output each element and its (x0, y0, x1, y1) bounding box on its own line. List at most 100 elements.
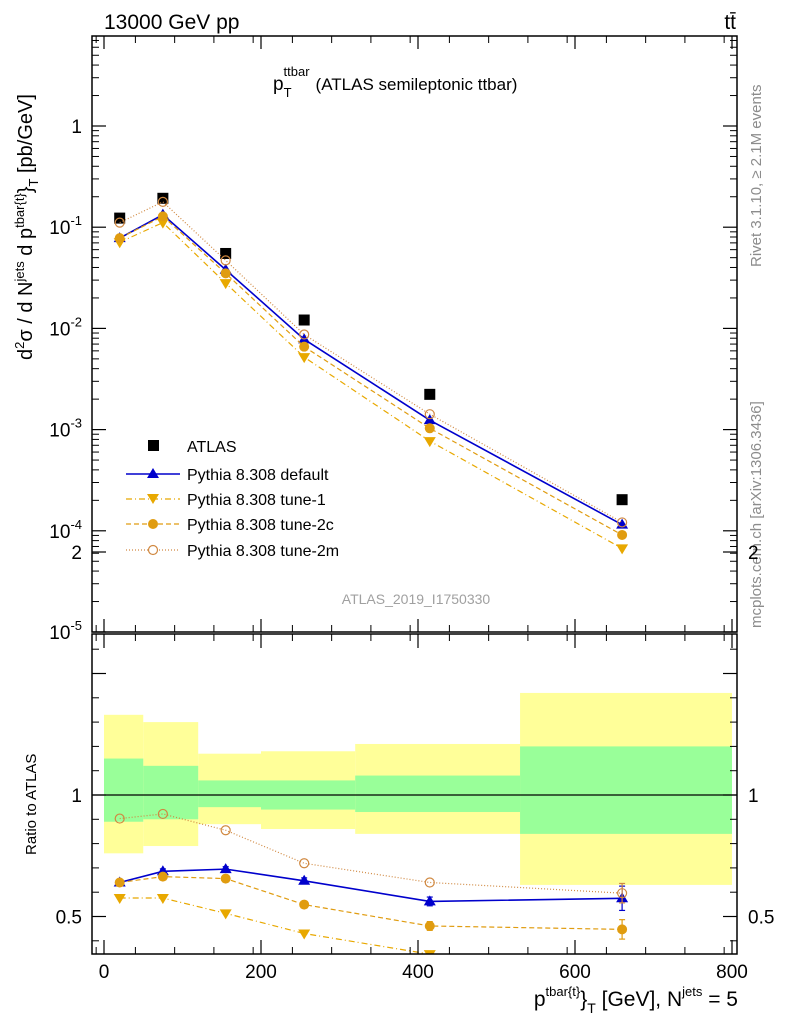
data-point (220, 268, 231, 279)
y-tick-label: 10-2 (49, 314, 82, 340)
title-sub: T (284, 85, 292, 100)
stat-uncertainty-band (198, 780, 261, 808)
ratio-point (156, 894, 169, 905)
data-point (616, 517, 628, 528)
legend-label: Pythia 8.308 tune-2c (187, 517, 334, 534)
ratio-y-tick-label-right: 2 (748, 543, 759, 564)
process-label: tt̄ (724, 11, 736, 34)
data-point (424, 423, 435, 434)
data-point (157, 192, 169, 204)
ratio-y-tick-label: 2 (71, 543, 82, 564)
ratio-point (299, 858, 310, 869)
series-pythia-8-308-tune-2c (114, 211, 628, 540)
ratio-point (219, 909, 232, 920)
y-tick-label: 1 (71, 117, 82, 138)
plot-title: pTttbar (ATLAS semileptonic ttbar) (273, 64, 517, 100)
ratio-point (298, 874, 311, 885)
data-point (616, 544, 629, 555)
ratio-point (114, 813, 125, 824)
legend-marker-open-circle (147, 544, 159, 556)
title-sup: ttbar (284, 64, 311, 79)
x-tick-label: 800 (716, 962, 748, 983)
legend-entry-atlas: ATLAS (148, 439, 237, 456)
legend-entry-default: Pythia 8.308 default (126, 467, 329, 484)
x-tick-label: 0 (99, 962, 110, 983)
data-point (423, 437, 436, 448)
data-point (298, 333, 311, 344)
series-line (119, 201, 623, 523)
ratio-point (616, 953, 629, 954)
data-point (157, 196, 168, 207)
ratio-point (298, 929, 311, 940)
legend-marker-circle (148, 519, 158, 529)
ratio-y-tick-label: 1 (71, 786, 82, 807)
ratio-point (157, 808, 168, 820)
legend-entry-tune-1: Pythia 8.308 tune-1 (126, 492, 326, 509)
x-tick-label: 600 (559, 962, 591, 983)
data-point (424, 388, 436, 400)
main-frame (91, 35, 738, 633)
ratio-series-pythia-8-308-tune-2m (114, 808, 628, 904)
legend: ATLAS Pythia 8.308 default Pythia 8.308 … (126, 439, 339, 560)
ratio-frame (91, 633, 738, 955)
data-point (114, 233, 125, 244)
data-point (219, 279, 232, 290)
ratio-line (119, 897, 453, 954)
ratio-y-tick-label: 0.5 (56, 908, 82, 929)
series-line (119, 221, 623, 549)
ratio-y-tick-label-right: 0.5 (748, 908, 774, 929)
ratio-series-pythia-8-308-tune-1 (113, 894, 629, 954)
energy-label: 13000 GeV pp (104, 11, 239, 34)
stat-uncertainty-band (104, 758, 144, 822)
y-tick-label: 10-5 (49, 618, 82, 644)
ratio-point (220, 825, 231, 836)
ratio-line (119, 868, 623, 903)
series-line (119, 215, 623, 536)
data-point (617, 529, 628, 540)
data-point (157, 211, 168, 222)
main-panel: 10-5 10-4 10-3 10-2 10-1 1 pTttbar (ATLAS semi… (12, 35, 738, 644)
ratio-point (157, 871, 168, 882)
ratio-point (299, 899, 310, 910)
uncertainty-bands (104, 692, 732, 885)
title-main: p (273, 74, 284, 95)
ratio-point (423, 950, 436, 954)
data-point (616, 494, 628, 506)
legend-marker-triangle-up (147, 468, 159, 478)
legend-label: ATLAS (187, 439, 237, 456)
mcplots-label: mcplots.cern.ch [arXiv:1306.3436] (748, 401, 765, 628)
x-tick-label: 400 (402, 962, 434, 983)
stat-uncertainty-band (355, 775, 521, 813)
data-point (299, 329, 310, 340)
data-point (220, 247, 232, 259)
y-tick-label: 10-1 (49, 213, 82, 239)
ratio-point (424, 877, 435, 888)
data-point (298, 314, 310, 326)
ratio-line (119, 876, 623, 930)
ratio-point (617, 924, 628, 935)
ratio-point (423, 895, 436, 906)
data-point (298, 353, 311, 364)
ratio-point (424, 920, 435, 931)
legend-label: Pythia 8.308 tune-1 (187, 492, 326, 509)
stat-uncertainty-band (143, 765, 199, 820)
ratio-point (616, 888, 628, 899)
ratio-panel: 0.5 0.51 12 2 0 200 400 600 800 Ratio to ATLAS … (23, 543, 774, 1016)
data-point (114, 217, 125, 228)
ratio-xlabel: ptbar{t}}T [GeV], Njets = 5 (534, 984, 738, 1016)
legend-entry-tune-2c: Pythia 8.308 tune-2c (126, 517, 334, 534)
data-point (220, 255, 231, 266)
ratio-point (113, 894, 126, 905)
ratio-line (119, 813, 623, 894)
x-tick-label: 200 (245, 962, 277, 983)
data-point (156, 218, 169, 229)
data-point (424, 409, 435, 420)
title-rest: (ATLAS semileptonic ttbar) (316, 75, 518, 94)
y-tick-label: 10-3 (49, 416, 82, 442)
ratio-series-pythia-8-308-tune-2c (114, 871, 628, 940)
series-pythia-8-308-tune-2m (114, 196, 628, 528)
ratio-y-tick-label-right: 1 (748, 786, 759, 807)
legend-marker-square (148, 440, 159, 451)
legend-marker-triangle-down (147, 494, 159, 504)
